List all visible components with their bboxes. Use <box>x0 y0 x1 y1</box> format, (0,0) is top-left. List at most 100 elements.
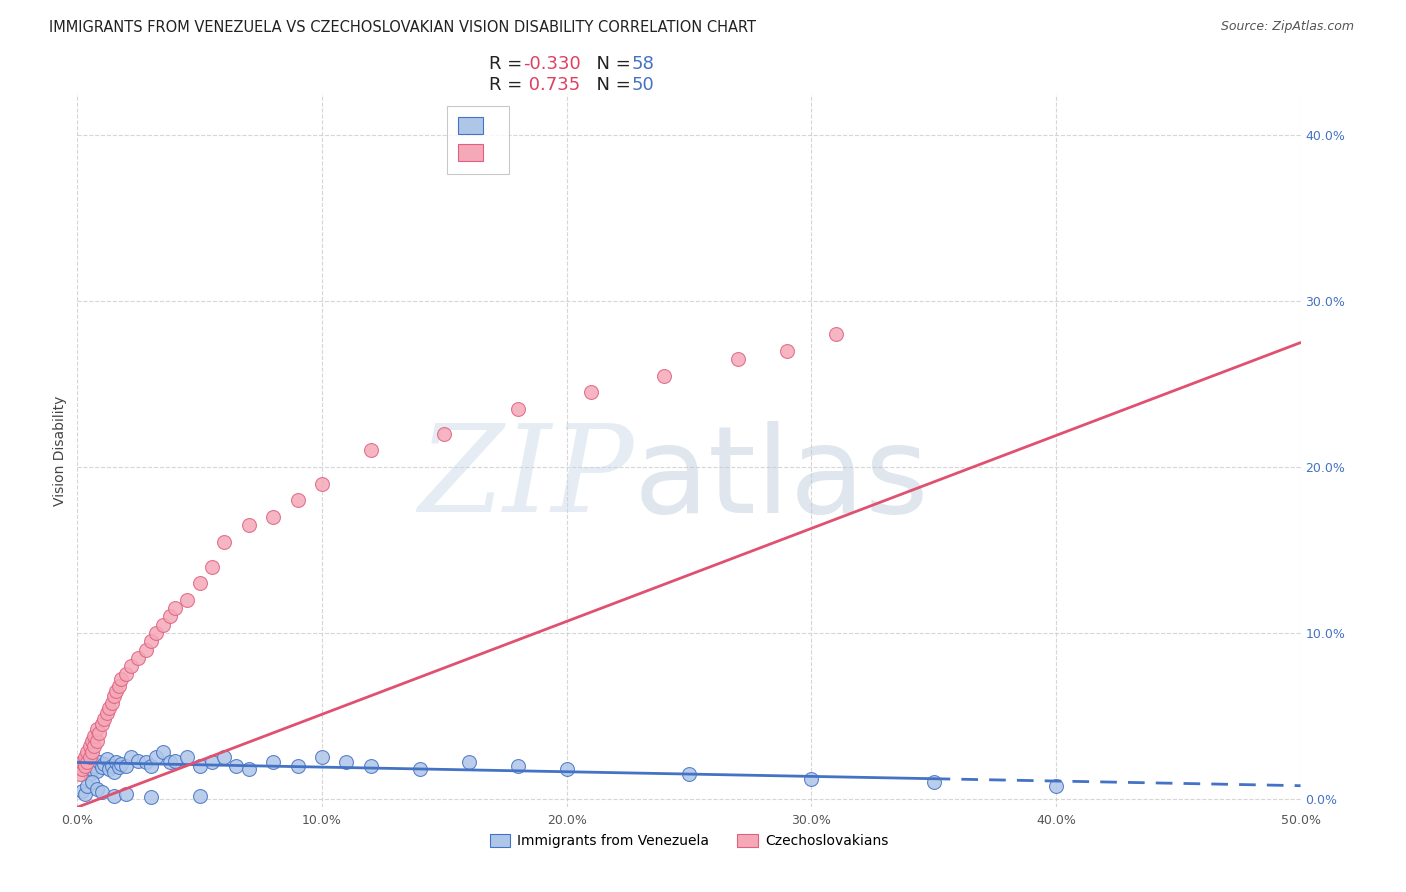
Point <box>176 592 198 607</box>
Point <box>76 760 98 774</box>
Point <box>115 758 138 772</box>
Point <box>90 785 112 799</box>
Text: ZIP: ZIP <box>419 420 634 538</box>
Point <box>188 758 211 772</box>
Point <box>1045 779 1067 793</box>
Text: R =: R = <box>489 76 529 94</box>
Text: N =: N = <box>585 55 637 73</box>
Point <box>96 706 118 720</box>
Point <box>159 756 181 770</box>
Point <box>80 762 103 776</box>
Point <box>145 750 167 764</box>
Point <box>100 696 122 710</box>
Point <box>127 651 149 665</box>
Text: Source: ZipAtlas.com: Source: ZipAtlas.com <box>1220 20 1354 33</box>
Text: -0.330: -0.330 <box>523 55 581 73</box>
Point <box>201 756 224 770</box>
Point <box>335 756 357 770</box>
Point <box>139 634 162 648</box>
Legend: Immigrants from Venezuela, Czechoslovakians: Immigrants from Venezuela, Czechoslovaki… <box>484 829 894 854</box>
Point <box>139 758 162 772</box>
Point <box>145 626 167 640</box>
Point <box>165 754 187 768</box>
Point <box>800 772 823 786</box>
Point <box>212 750 235 764</box>
Point <box>86 723 108 737</box>
Point <box>152 746 174 760</box>
Point <box>80 746 103 760</box>
Point <box>105 684 128 698</box>
Point <box>238 518 260 533</box>
Point <box>127 754 149 768</box>
Point <box>311 476 333 491</box>
Point <box>76 746 98 760</box>
Text: IMMIGRANTS FROM VENEZUELA VS CZECHOSLOVAKIAN VISION DISABILITY CORRELATION CHART: IMMIGRANTS FROM VENEZUELA VS CZECHOSLOVA… <box>49 20 756 35</box>
Point <box>89 725 111 739</box>
Point <box>110 673 132 687</box>
Point <box>90 760 112 774</box>
Point <box>287 758 309 772</box>
Point <box>457 756 479 770</box>
Point <box>79 739 101 753</box>
Y-axis label: Vision Disability: Vision Disability <box>53 395 67 506</box>
Point <box>79 750 101 764</box>
Point <box>922 775 945 789</box>
Point <box>80 734 103 748</box>
Point <box>70 762 93 776</box>
Point <box>80 754 103 768</box>
Point <box>409 762 432 776</box>
Point <box>70 783 93 797</box>
Point <box>83 729 105 743</box>
Point <box>311 750 333 764</box>
Point <box>73 758 96 772</box>
Point <box>555 762 578 776</box>
Point <box>93 757 115 772</box>
Point <box>188 576 211 591</box>
Point <box>100 758 122 772</box>
Point <box>579 385 602 400</box>
Point <box>654 368 676 383</box>
Point <box>76 779 98 793</box>
Point <box>115 787 138 801</box>
Point <box>69 758 91 772</box>
Point <box>110 757 132 772</box>
Point <box>360 443 382 458</box>
Point <box>287 493 309 508</box>
Point <box>360 758 382 772</box>
Text: N =: N = <box>585 76 637 94</box>
Point <box>120 659 142 673</box>
Point <box>73 750 96 764</box>
Point <box>73 756 96 770</box>
Point <box>70 756 93 770</box>
Point <box>678 767 700 781</box>
Point <box>90 717 112 731</box>
Point <box>115 667 138 681</box>
Text: 50: 50 <box>631 76 654 94</box>
Point <box>73 787 96 801</box>
Point <box>70 762 93 776</box>
Point <box>433 426 456 441</box>
Point <box>79 750 101 764</box>
Point <box>225 758 247 772</box>
Point <box>96 752 118 766</box>
Point <box>135 642 157 657</box>
Point <box>103 789 125 803</box>
Text: 58: 58 <box>631 55 654 73</box>
Point <box>98 700 121 714</box>
Text: 0.735: 0.735 <box>523 76 581 94</box>
Point <box>120 750 142 764</box>
Point <box>83 739 105 753</box>
Point <box>98 762 121 776</box>
Point <box>262 756 284 770</box>
Point <box>89 756 111 770</box>
Point <box>105 756 128 770</box>
Point <box>176 750 198 764</box>
Point <box>86 764 108 778</box>
Point <box>188 789 211 803</box>
Point <box>108 679 131 693</box>
Point <box>83 758 105 772</box>
Point <box>824 327 846 342</box>
Point <box>93 712 115 726</box>
Point <box>506 758 529 772</box>
Point <box>165 601 187 615</box>
